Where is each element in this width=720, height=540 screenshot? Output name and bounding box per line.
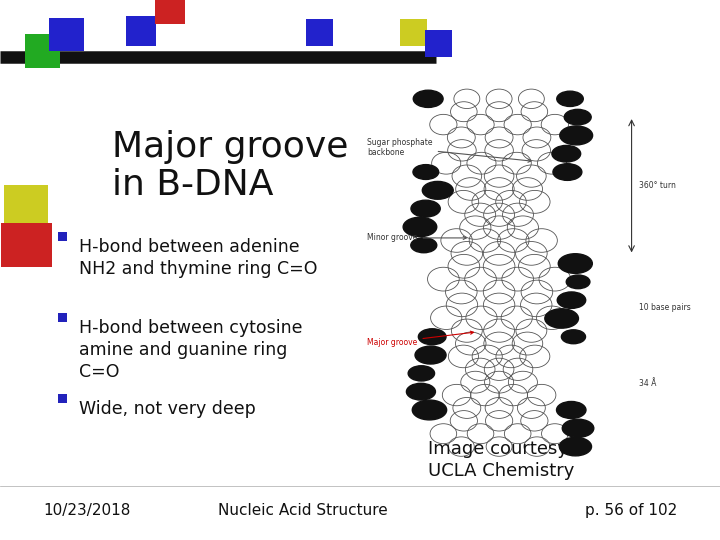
Ellipse shape (403, 217, 437, 237)
Bar (425, 30, 452, 57)
Ellipse shape (558, 254, 593, 273)
Bar (4, 185, 48, 224)
Ellipse shape (411, 238, 437, 253)
Ellipse shape (406, 383, 436, 400)
Text: 34 Å: 34 Å (639, 380, 656, 388)
Text: Minor groove: Minor groove (367, 233, 467, 242)
Ellipse shape (564, 110, 591, 125)
Bar (49, 18, 84, 51)
Ellipse shape (418, 329, 446, 345)
Ellipse shape (559, 437, 592, 456)
Ellipse shape (423, 181, 453, 199)
Text: H-bond between adenine
NH2 and thymine ring C=O: H-bond between adenine NH2 and thymine r… (79, 238, 318, 278)
Ellipse shape (557, 401, 586, 418)
Text: Major groove: Major groove (367, 331, 474, 347)
Bar (25, 34, 60, 68)
Bar (155, 0, 185, 24)
Text: Sugar phosphate
backbone: Sugar phosphate backbone (367, 138, 531, 162)
Text: p. 56 of 102: p. 56 of 102 (585, 503, 677, 518)
Bar (58, 394, 67, 403)
Ellipse shape (562, 330, 585, 344)
Text: Wide, not very deep: Wide, not very deep (79, 400, 256, 417)
Text: Image courtesy
UCLA Chemistry: Image courtesy UCLA Chemistry (428, 440, 575, 480)
Ellipse shape (411, 200, 440, 217)
Ellipse shape (413, 165, 438, 179)
Ellipse shape (559, 126, 593, 145)
Ellipse shape (413, 90, 443, 107)
Ellipse shape (552, 145, 580, 162)
Ellipse shape (566, 275, 590, 289)
Text: H-bond between cytosine
amine and guanine ring
C=O: H-bond between cytosine amine and guanin… (79, 319, 302, 381)
Ellipse shape (557, 91, 583, 106)
Text: 10 base pairs: 10 base pairs (639, 303, 690, 312)
Bar (306, 19, 333, 46)
Ellipse shape (553, 164, 582, 180)
Ellipse shape (415, 346, 446, 364)
Bar (360, 84, 691, 462)
Bar (58, 313, 67, 322)
Bar (58, 232, 67, 241)
Ellipse shape (557, 292, 585, 308)
Bar (1, 223, 52, 267)
Bar (126, 16, 156, 46)
Ellipse shape (408, 366, 435, 381)
Bar (400, 19, 427, 46)
Text: Nucleic Acid Structure: Nucleic Acid Structure (217, 503, 387, 518)
Ellipse shape (545, 309, 578, 328)
Ellipse shape (562, 419, 594, 437)
Text: 360° turn: 360° turn (639, 181, 675, 190)
Text: Major groove
in B-DNA: Major groove in B-DNA (112, 130, 348, 201)
Ellipse shape (413, 400, 446, 420)
Text: 10/23/2018: 10/23/2018 (43, 503, 130, 518)
